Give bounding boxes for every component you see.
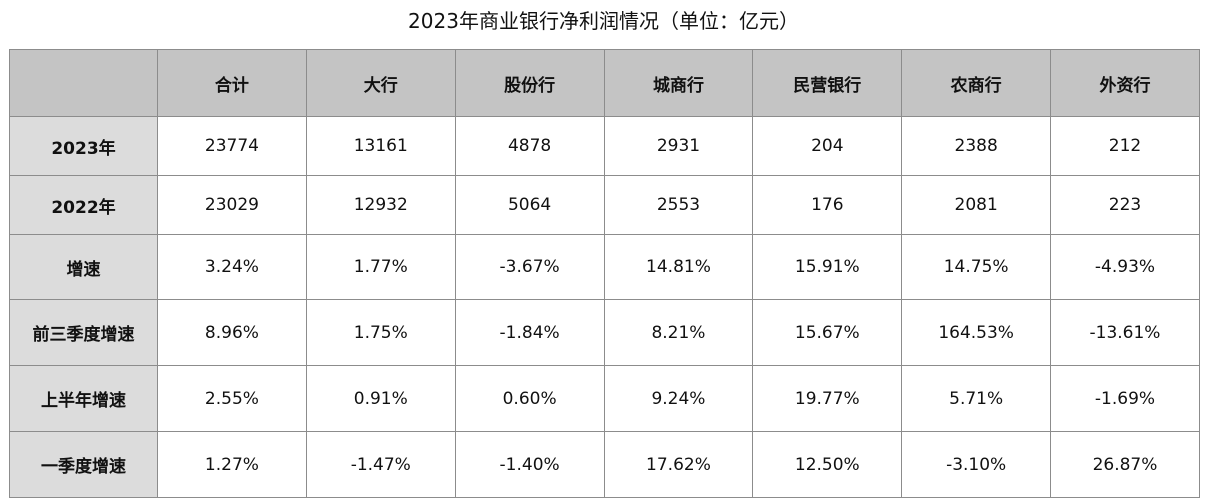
- table-cell: 1.27%: [157, 431, 307, 498]
- table-cell: 12932: [305, 175, 456, 235]
- table-cell: 176: [752, 175, 903, 235]
- row-label: 2022年: [9, 175, 158, 235]
- table-cell: 8.21%: [603, 299, 754, 366]
- table-cell: 5.71%: [901, 365, 1052, 432]
- table-cell: 2388: [901, 116, 1052, 176]
- column-header: 大行: [305, 49, 456, 117]
- table-cell: 1.75%: [305, 299, 456, 366]
- table-row: 上半年增速 2.55% 0.91% 0.60% 9.24% 19.77% 5.7…: [9, 365, 1200, 432]
- table-cell: 0.91%: [305, 365, 456, 432]
- table-cell: 8.96%: [157, 299, 307, 366]
- table-cell: 204: [752, 116, 903, 176]
- table-row: 增速 3.24% 1.77% -3.67% 14.81% 15.91% 14.7…: [9, 234, 1200, 300]
- table-cell: 5064: [454, 175, 605, 235]
- table-cell: 2081: [901, 175, 1052, 235]
- table-row: 前三季度增速 8.96% 1.75% -1.84% 8.21% 15.67% 1…: [9, 299, 1200, 366]
- table-cell: -3.67%: [454, 234, 605, 300]
- table-cell: 4878: [454, 116, 605, 176]
- table-title: 2023年商业银行净利润情况（单位：亿元）: [408, 9, 799, 33]
- table-cell: 3.24%: [157, 234, 307, 300]
- table-row: 一季度增速 1.27% -1.47% -1.40% 17.62% 12.50% …: [9, 431, 1200, 498]
- table-cell: 17.62%: [603, 431, 754, 498]
- table-cell: 19.77%: [752, 365, 903, 432]
- table-cell: 9.24%: [603, 365, 754, 432]
- header-corner-cell: [9, 49, 158, 117]
- column-header: 民营银行: [752, 49, 903, 117]
- table-cell: 15.67%: [752, 299, 903, 366]
- column-header: 股份行: [454, 49, 605, 117]
- table-row: 2022年 23029 12932 5064 2553 176 2081 223: [9, 175, 1200, 235]
- table-cell: 164.53%: [901, 299, 1052, 366]
- table-cell: 2.55%: [157, 365, 307, 432]
- column-header: 城商行: [603, 49, 754, 117]
- table-cell: -1.47%: [305, 431, 456, 498]
- row-label: 2023年: [9, 116, 158, 176]
- table-cell: 15.91%: [752, 234, 903, 300]
- table-cell: 23029: [157, 175, 307, 235]
- column-header: 外资行: [1050, 49, 1200, 117]
- table-cell: 14.75%: [901, 234, 1052, 300]
- table-cell: -1.40%: [454, 431, 605, 498]
- table-cell: 223: [1050, 175, 1200, 235]
- table-row: 2023年 23774 13161 4878 2931 204 2388 212: [9, 116, 1200, 176]
- table-cell: 13161: [305, 116, 456, 176]
- column-header: 农商行: [901, 49, 1052, 117]
- table-cell: 12.50%: [752, 431, 903, 498]
- column-header: 合计: [157, 49, 307, 117]
- table-cell: 0.60%: [454, 365, 605, 432]
- header-row: 合计 大行 股份行 城商行 民营银行 农商行 外资行: [9, 49, 1200, 117]
- profit-table: 合计 大行 股份行 城商行 民营银行 农商行 外资行 2023年 23774 1…: [9, 49, 1200, 498]
- table-cell: -4.93%: [1050, 234, 1200, 300]
- row-label: 增速: [9, 234, 158, 300]
- table-cell: 14.81%: [603, 234, 754, 300]
- table-cell: 2553: [603, 175, 754, 235]
- table-cell: 23774: [157, 116, 307, 176]
- table-cell: 26.87%: [1050, 431, 1200, 498]
- row-label: 前三季度增速: [9, 299, 158, 366]
- table-cell: 212: [1050, 116, 1200, 176]
- table-cell: 2931: [603, 116, 754, 176]
- row-label: 上半年增速: [9, 365, 158, 432]
- row-label: 一季度增速: [9, 431, 158, 498]
- table-cell: 1.77%: [305, 234, 456, 300]
- table-cell: -3.10%: [901, 431, 1052, 498]
- table-cell: -1.84%: [454, 299, 605, 366]
- table-cell: -13.61%: [1050, 299, 1200, 366]
- table-cell: -1.69%: [1050, 365, 1200, 432]
